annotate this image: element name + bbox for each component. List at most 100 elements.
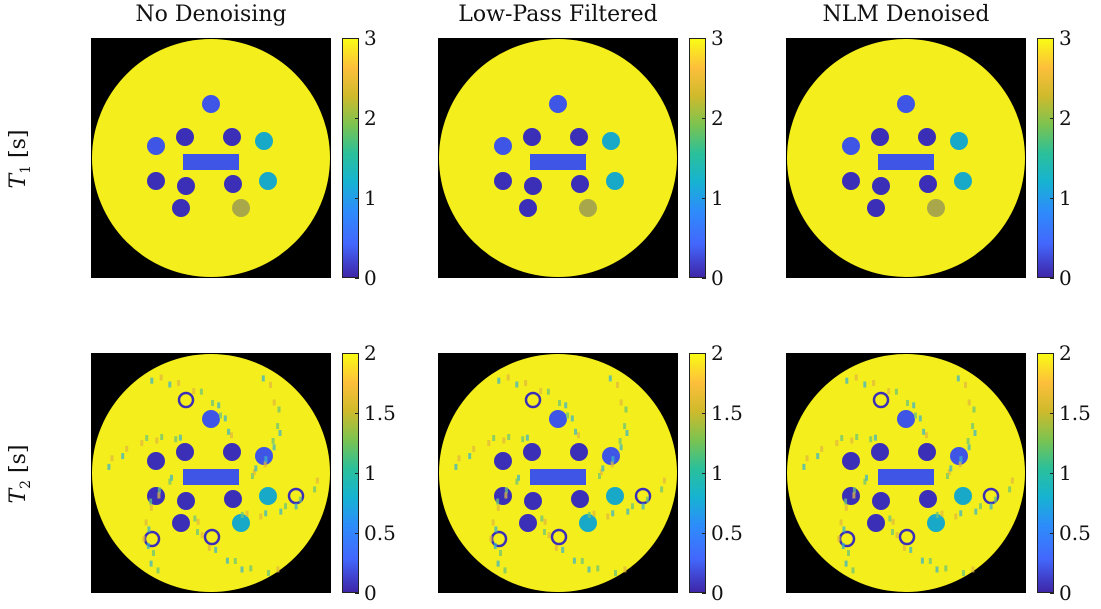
noise-speckle [515, 478, 519, 485]
colorbar-tick-mark [702, 353, 706, 354]
phantom-vial [549, 95, 567, 113]
noise-speckle [546, 388, 550, 395]
phantom-vial [897, 410, 915, 428]
noise-speckle [192, 388, 196, 395]
noise-speckle [150, 377, 154, 384]
colorbar-tick-label: 2 [364, 341, 377, 365]
noise-speckle [966, 438, 970, 444]
noise-speckle [540, 515, 544, 522]
phantom-rect-insert [183, 469, 239, 485]
noise-speckle [922, 428, 926, 435]
noise-speckle [619, 399, 623, 406]
noise-speckle [967, 444, 971, 451]
phantom-ring-vial [177, 391, 195, 409]
noise-speckle [468, 453, 472, 460]
noise-speckle [925, 432, 928, 439]
noise-speckle [958, 461, 962, 468]
phantom-vial [918, 128, 936, 146]
noise-speckle [641, 503, 645, 510]
colorbar-tick-label: 0 [364, 581, 377, 605]
noise-speckle [906, 400, 909, 406]
phantom-vial [223, 128, 241, 146]
phantom-vial [871, 443, 889, 461]
phantom-vial [919, 490, 937, 508]
noise-speckle [805, 455, 809, 462]
noise-speckle [251, 473, 254, 479]
noise-speckle [580, 558, 584, 564]
phantom-vial [255, 447, 273, 465]
noise-speckle [914, 412, 917, 419]
colorbar-tick-label: 0.5 [711, 521, 743, 545]
noise-speckle [909, 546, 913, 553]
noise-speckle [240, 511, 244, 518]
noise-speckle [177, 380, 181, 386]
noise-speckle [142, 535, 146, 542]
colorbar-tick-mark [702, 38, 706, 39]
noise-speckle [820, 445, 824, 452]
noise-speckle [852, 492, 856, 499]
noise-speckle [125, 445, 129, 452]
phantom-vial [954, 487, 972, 505]
noise-speckle [223, 415, 227, 422]
colorbar-tick-label: 1 [364, 186, 377, 210]
noise-speckle [610, 461, 614, 468]
phantom-vial [918, 443, 936, 461]
colorbar-tick-mark [1050, 118, 1054, 119]
noise-speckle [217, 402, 221, 409]
noise-speckle [852, 487, 856, 494]
noise-speckle [947, 469, 951, 476]
noise-speckle [974, 508, 978, 515]
colorbar-tick-label: 1 [711, 186, 724, 210]
noise-speckle [979, 503, 982, 510]
noise-speckle [863, 381, 867, 388]
phantom-vial [842, 452, 860, 470]
phantom-map [787, 354, 1025, 592]
phantom-vial [927, 199, 945, 217]
noise-speckle [507, 434, 511, 440]
noise-speckle [168, 478, 172, 485]
phantom-vial [602, 447, 620, 465]
phantom-vial [867, 514, 885, 532]
noise-speckle [598, 473, 601, 479]
noise-speckle [626, 508, 630, 515]
phantom-vial [570, 128, 588, 146]
noise-speckle [972, 406, 976, 413]
noise-speckle [566, 412, 569, 419]
phantom-vial [570, 443, 588, 461]
noise-speckle [971, 423, 975, 430]
column-title-low-pass: Low-Pass Filtered [458, 2, 658, 27]
phantom-ring-vial [550, 528, 568, 546]
noise-speckle [944, 565, 948, 572]
noise-speckle [845, 377, 849, 384]
noise-speckle [149, 498, 153, 505]
phantom-map [439, 354, 677, 592]
noise-speckle [211, 400, 214, 406]
phantom-vial [202, 95, 220, 113]
noise-speckle [504, 487, 508, 494]
phantom-ring-vial [898, 528, 916, 546]
noise-speckle [645, 496, 649, 503]
noise-speckle [245, 510, 249, 517]
noise-speckle [110, 455, 114, 462]
colorbar-tick-label: 1.5 [1059, 401, 1091, 425]
phantom-vial [519, 514, 537, 532]
noise-speckle [935, 511, 939, 518]
noise-speckle [294, 503, 298, 510]
column-title-nlm: NLM Denoised [822, 2, 990, 27]
colorbar-tick-mark [1050, 38, 1054, 39]
colorbar-tick-mark [1050, 533, 1054, 534]
phantom-vial [523, 128, 541, 146]
noise-speckle [315, 477, 319, 484]
noise-speckle [264, 456, 268, 463]
noise-speckle [227, 428, 231, 435]
noise-speckle [496, 560, 500, 567]
noise-speckle [946, 473, 949, 479]
noise-speckle [279, 508, 283, 515]
noise-speckle [920, 557, 924, 564]
noise-speckle [207, 544, 211, 551]
noise-speckle [949, 465, 953, 472]
colorbar-tick-mark [355, 198, 359, 199]
phantom-ring-vial [982, 487, 1000, 505]
noise-speckle [614, 570, 617, 576]
phantom-ring-vial [872, 391, 890, 409]
